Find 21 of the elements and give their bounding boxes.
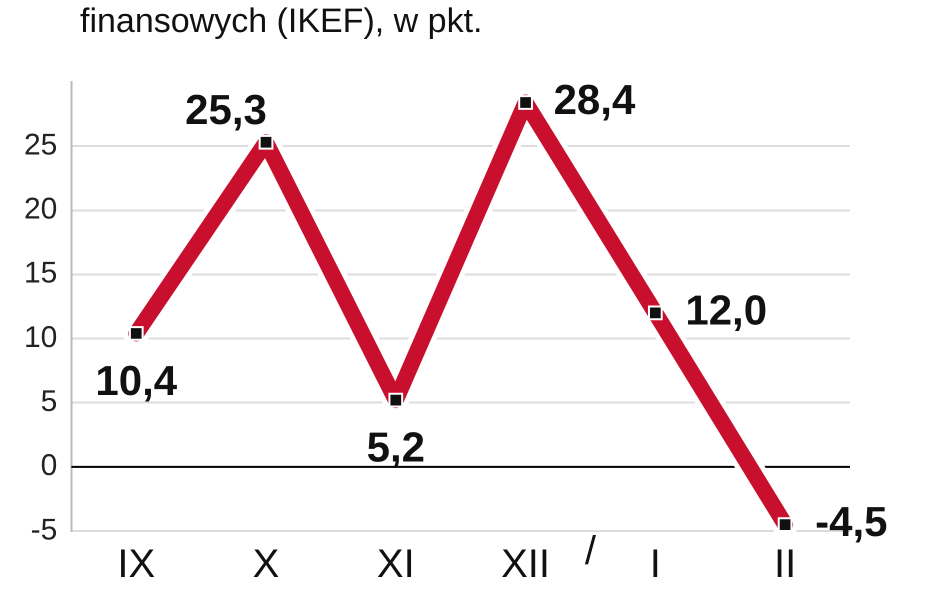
y-tick-label: -5 bbox=[30, 513, 58, 546]
x-tick-label: IX bbox=[117, 542, 156, 586]
y-tick-label: 25 bbox=[24, 128, 58, 162]
y-tick-label: 10 bbox=[24, 320, 58, 354]
text: 12,0 bbox=[685, 286, 768, 334]
x-tick-label: I bbox=[650, 542, 661, 586]
x-tick-label: II bbox=[774, 542, 796, 586]
text: 10,4 bbox=[95, 357, 178, 404]
y-tick-label: 5 bbox=[40, 384, 58, 418]
text: -4,5 bbox=[815, 498, 888, 546]
y-tick-label: 15 bbox=[24, 256, 58, 290]
text: 28,4 bbox=[554, 76, 636, 124]
text: 25,3 bbox=[185, 86, 267, 133]
x-tick-label: X bbox=[252, 542, 280, 586]
annotation: / bbox=[584, 529, 597, 574]
chart-title: finansowych (IKEF), w pkt. bbox=[80, 2, 482, 41]
y-tick-label: 20 bbox=[24, 192, 58, 226]
x-tick-label: XII bbox=[501, 542, 550, 586]
y-tick-label: 0 bbox=[40, 449, 58, 482]
x-tick-label: XI bbox=[376, 542, 415, 586]
text: 5,2 bbox=[366, 424, 425, 471]
